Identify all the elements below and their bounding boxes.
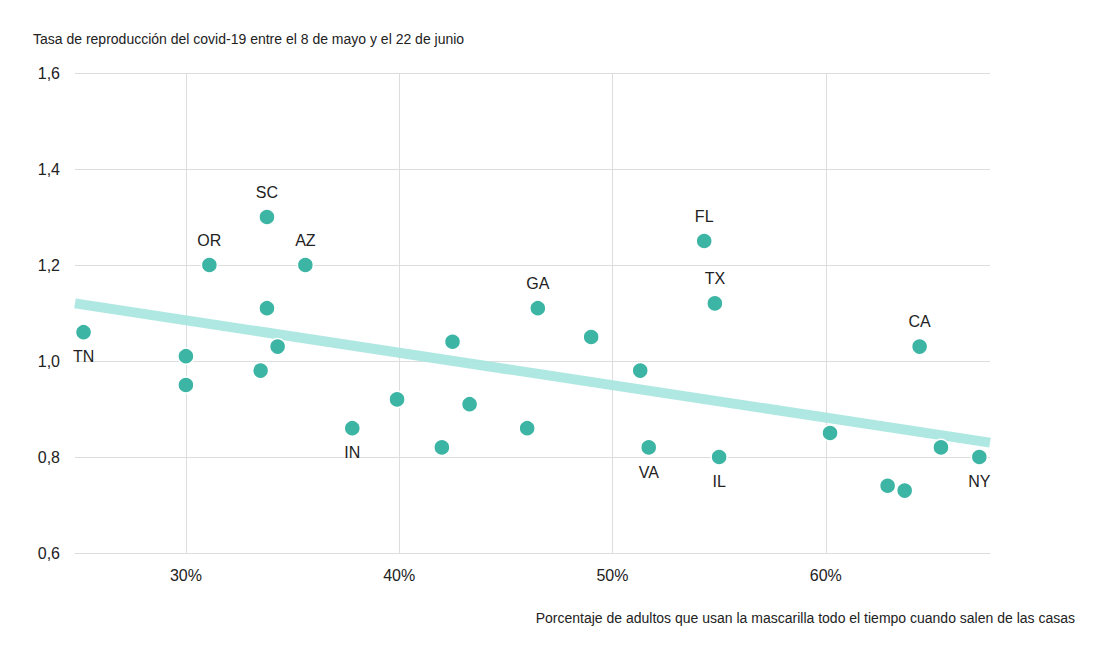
- svg-text:1,6: 1,6: [38, 65, 60, 82]
- svg-text:Porcentaje de adultos que usan: Porcentaje de adultos que usan la mascar…: [536, 610, 1075, 626]
- svg-text:Tasa de reproducción del covid: Tasa de reproducción del covid-19 entre …: [33, 31, 464, 47]
- svg-text:TX: TX: [705, 270, 726, 287]
- svg-text:VA: VA: [639, 464, 659, 481]
- svg-text:1,2: 1,2: [38, 257, 60, 274]
- svg-text:FL: FL: [695, 208, 714, 225]
- svg-text:1,0: 1,0: [38, 353, 60, 370]
- svg-text:AZ: AZ: [295, 232, 316, 249]
- svg-text:SC: SC: [256, 184, 278, 201]
- svg-text:40%: 40%: [383, 567, 415, 584]
- svg-text:0,6: 0,6: [38, 545, 60, 562]
- svg-text:NY: NY: [968, 473, 991, 490]
- svg-text:0,8: 0,8: [38, 449, 60, 466]
- svg-text:OR: OR: [197, 232, 221, 249]
- svg-text:TN: TN: [73, 348, 94, 365]
- svg-text:GA: GA: [526, 275, 549, 292]
- svg-text:60%: 60%: [810, 567, 842, 584]
- svg-text:50%: 50%: [596, 567, 628, 584]
- svg-text:CA: CA: [908, 313, 931, 330]
- svg-text:IN: IN: [344, 444, 360, 461]
- svg-text:IL: IL: [712, 473, 725, 490]
- svg-text:30%: 30%: [170, 567, 202, 584]
- svg-text:1,4: 1,4: [38, 161, 60, 178]
